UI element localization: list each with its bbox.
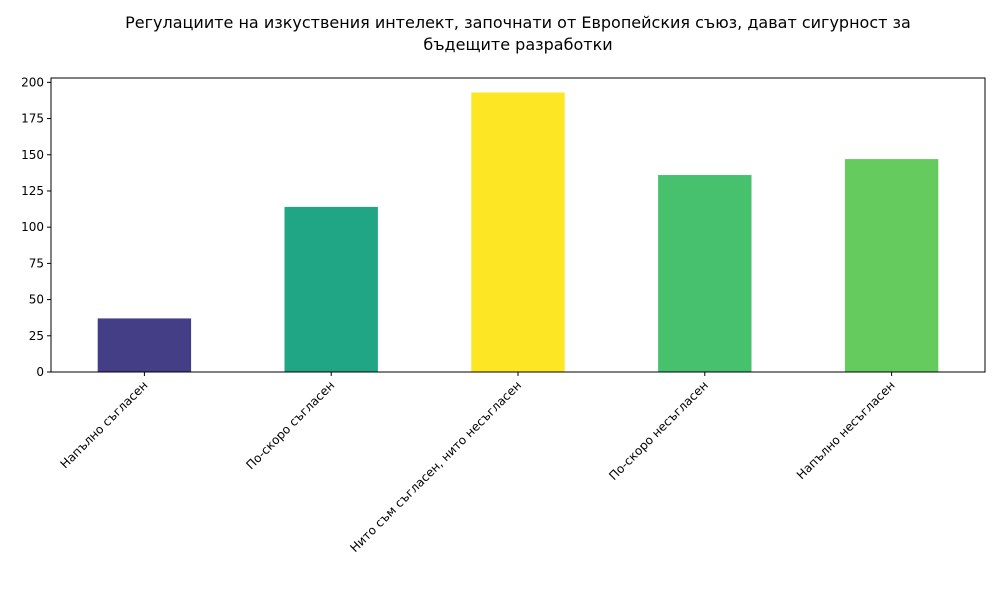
- y-tick-label: 125: [21, 184, 44, 198]
- y-tick-label: 50: [29, 293, 44, 307]
- chart-title: Регулациите на изкуствения интелект, зап…: [125, 13, 911, 54]
- y-tick-label: 150: [21, 148, 44, 162]
- y-tick-label: 25: [29, 329, 44, 343]
- x-tick-label: По-скоро несъгласен: [606, 378, 711, 483]
- y-tick-label: 0: [36, 365, 44, 379]
- y-tick-label: 175: [21, 112, 44, 126]
- bar: [844, 159, 939, 372]
- bar: [97, 318, 192, 372]
- bar: [284, 206, 378, 372]
- x-tick-label: Нито съм съгласен, нито несъгласен: [347, 378, 524, 555]
- x-tick-label: Напълно несъгласен: [794, 378, 898, 482]
- x-tick-label: Напълно съгласен: [57, 378, 150, 471]
- plot-frame: [50, 77, 986, 373]
- y-tick-label: 200: [21, 75, 44, 89]
- bar: [471, 92, 565, 372]
- x-tick-label: По-скоро съгласен: [243, 378, 337, 472]
- y-tick-label: 100: [21, 220, 44, 234]
- y-tick-label: 75: [29, 256, 44, 270]
- bar: [658, 175, 752, 372]
